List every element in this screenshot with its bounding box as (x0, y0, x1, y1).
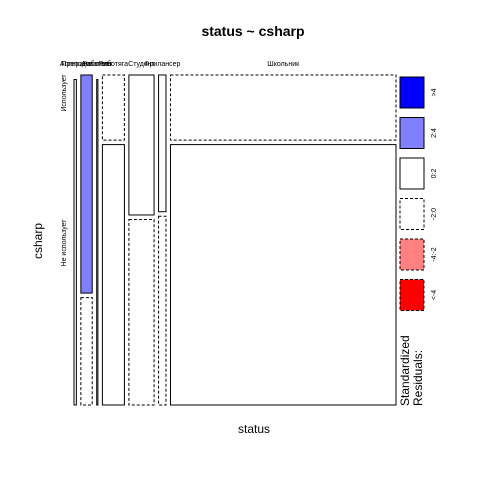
chart-title: status ~ csharp (201, 23, 304, 39)
x-tick-label-2: Преподаватель (61, 61, 112, 68)
x-tick-label-4: Работяга (99, 60, 128, 68)
mosaic-cell-7-bottom (169, 144, 397, 406)
x-tick-label-3: Работает (82, 60, 113, 68)
x-axis-label: status (238, 422, 270, 436)
legend-swatch-3 (399, 157, 425, 190)
mosaic-cell-6-top (158, 74, 167, 213)
y-axis-label: csharp (31, 223, 45, 259)
mosaic-cell-4-bottom (101, 144, 125, 406)
y-tick-label-1: Использует (61, 74, 68, 112)
legend-label-3: 0:2 (431, 169, 438, 179)
legend-swatch-4 (399, 198, 425, 230)
legend-label-2: 2:4 (431, 128, 438, 138)
legend-label-5: -4:-2 (431, 247, 438, 262)
mosaic-cell-6-bottom (158, 215, 167, 406)
mosaic-cell-2-top (80, 74, 93, 294)
legend-swatch-2 (399, 117, 425, 149)
mosaic-cell-1-bottom (73, 79, 77, 406)
residuals-legend: >4 2:4 0:2 -2:0 -4:-2 <-4 Standardized Residual… (398, 76, 438, 406)
x-tick-label-1: Аспирант (60, 61, 92, 68)
legend-title-line2: Residuals: (411, 350, 425, 406)
mosaic-cell-3-bottom (96, 79, 99, 406)
mosaic-cell-4-top (101, 74, 125, 141)
x-tick-label-5: Студент (128, 61, 155, 68)
legend-swatch-5 (399, 238, 425, 271)
mosaic-cell-7-top (169, 74, 397, 141)
mosaic-cells (73, 74, 397, 406)
mosaic-cell-2-bottom (80, 297, 93, 406)
legend-swatch-1 (399, 76, 425, 109)
y-tick-label-2: Не использует (61, 219, 68, 267)
x-tick-label-6: Фрилансер (144, 61, 180, 68)
mosaic-cell-5-top (128, 74, 155, 216)
legend-label-4: -2:0 (431, 208, 438, 220)
y-tick-labels: Использует Не использует (61, 74, 68, 267)
legend-swatch-6 (399, 279, 425, 311)
legend-label-6: <-4 (431, 290, 438, 300)
legend-title-line1: Standardized (398, 335, 412, 406)
x-tick-label-7: Школьник (267, 61, 300, 68)
legend-label-1: >4 (431, 88, 438, 96)
mosaic-cell-5-bottom (128, 218, 155, 406)
